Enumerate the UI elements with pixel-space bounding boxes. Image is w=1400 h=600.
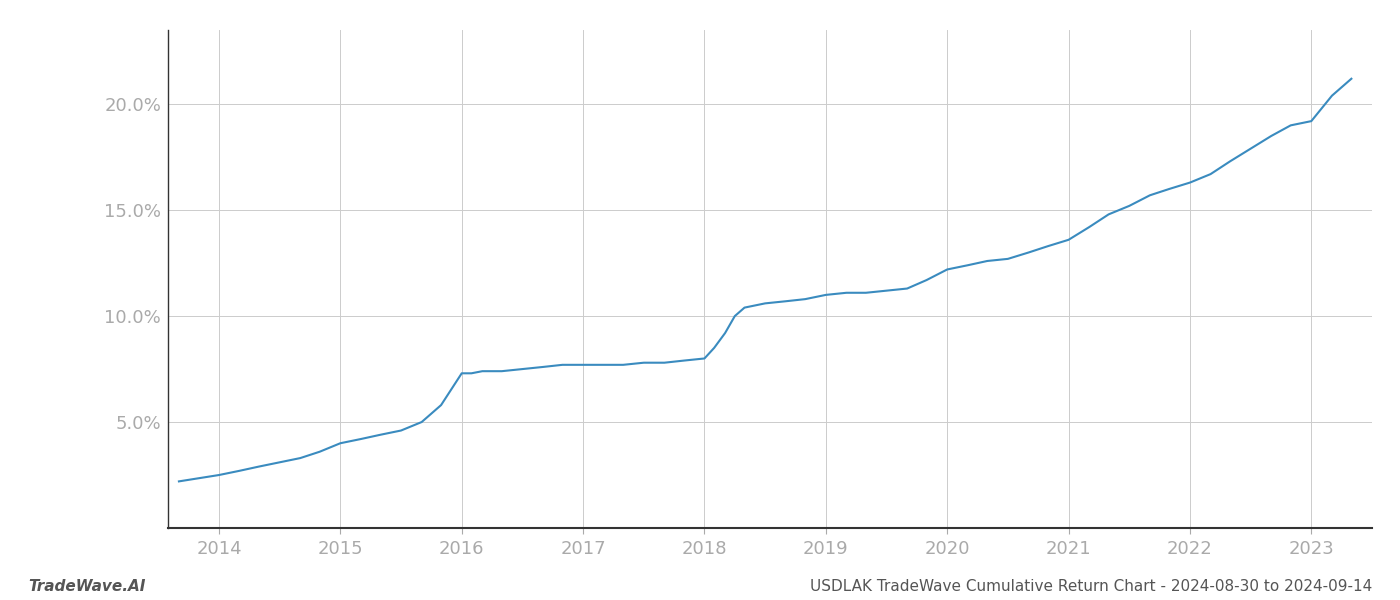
Text: TradeWave.AI: TradeWave.AI — [28, 579, 146, 594]
Text: USDLAK TradeWave Cumulative Return Chart - 2024-08-30 to 2024-09-14: USDLAK TradeWave Cumulative Return Chart… — [809, 579, 1372, 594]
